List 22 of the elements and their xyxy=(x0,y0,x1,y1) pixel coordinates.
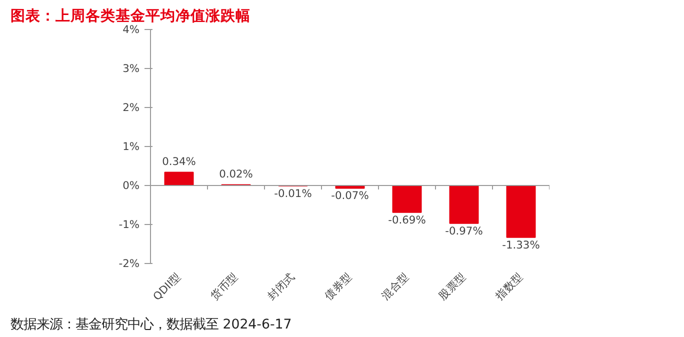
y-tick-label: -2% xyxy=(118,257,140,270)
data-label: 0.02% xyxy=(219,168,253,181)
data-label: -0.07% xyxy=(331,189,369,202)
y-tick-label: 1% xyxy=(122,140,140,153)
source-note: 数据来源：基金研究中心，数据截至 2024-6-17 xyxy=(10,316,292,332)
y-tick-label: -1% xyxy=(118,218,140,231)
x-tick-label: 封闭式 xyxy=(265,270,298,302)
data-label: -1.33% xyxy=(502,238,540,252)
y-tick-label: 2% xyxy=(122,101,140,114)
chart-title: 图表：上周各类基金平均净值涨跌幅 xyxy=(10,8,250,24)
data-label: -0.97% xyxy=(445,224,483,238)
x-tick-label: 债券型 xyxy=(322,270,355,302)
data-label: -0.01% xyxy=(274,186,312,200)
x-tick-label: 混合型 xyxy=(379,270,412,302)
y-tick-label: 3% xyxy=(122,62,140,75)
x-tick-label: 股票型 xyxy=(436,270,469,302)
data-label: -0.69% xyxy=(388,213,426,226)
x-tick-label: 货币型 xyxy=(208,270,241,302)
data-label: 0.34% xyxy=(162,155,196,168)
y-tick-label: 4% xyxy=(122,23,140,36)
y-tick-label: 0% xyxy=(122,179,140,192)
x-tick-label: 指数型 xyxy=(492,270,526,304)
